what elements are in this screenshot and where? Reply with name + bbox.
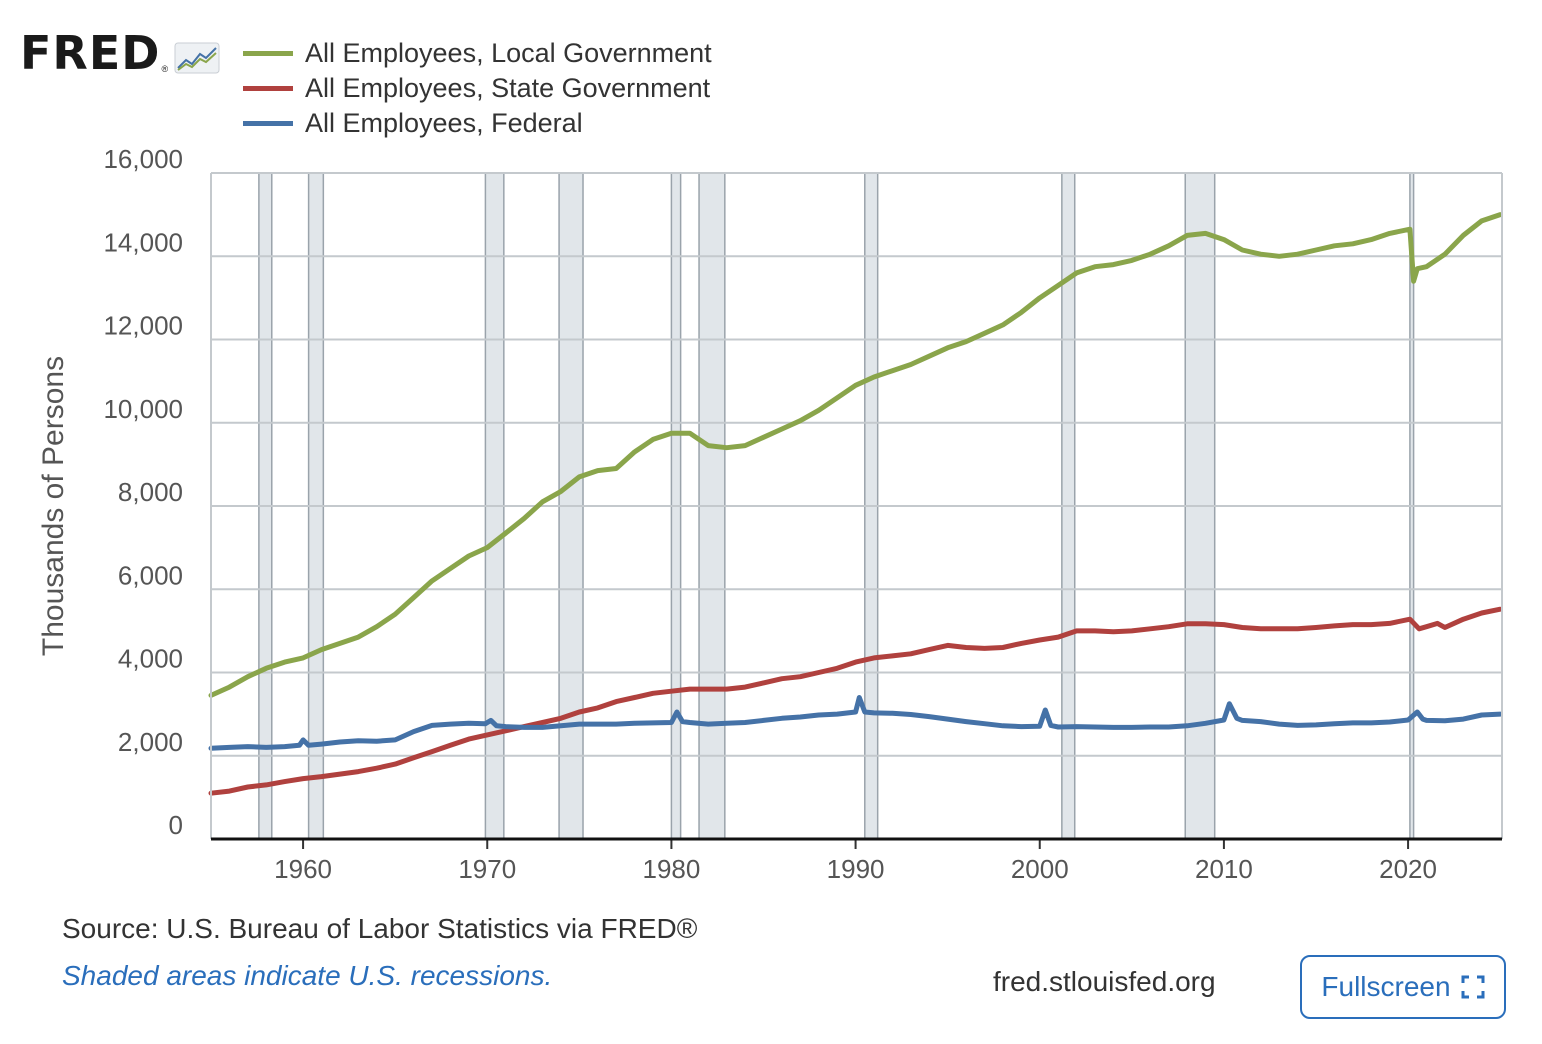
y-tick-label: 0: [169, 810, 183, 840]
y-tick-label: 12,000: [103, 311, 183, 341]
x-tick-label: 1960: [274, 854, 332, 884]
fred-logo-registered: ®: [161, 64, 169, 74]
legend-swatch-local: [243, 51, 293, 56]
gridlines: [211, 172, 1502, 757]
series-line-0: [208, 212, 1503, 698]
recession-note: Shaded areas indicate U.S. recessions.: [62, 960, 553, 991]
legend-swatch-state: [243, 86, 293, 91]
series-line-1: [208, 606, 1503, 796]
y-tick-label: 8,000: [118, 477, 183, 507]
series-lines: [208, 212, 1503, 796]
series-line-2: [208, 695, 1503, 751]
x-tick-label: 1970: [458, 854, 516, 884]
y-tick-label: 2,000: [118, 727, 183, 757]
legend-item-federal[interactable]: All Employees, Federal: [243, 106, 712, 141]
y-axis-label: Thousands of Persons: [37, 356, 70, 656]
y-tick-label: 4,000: [118, 644, 183, 674]
fullscreen-label: Fullscreen: [1321, 971, 1451, 1002]
legend-label-state: All Employees, State Government: [305, 73, 711, 103]
fred-url[interactable]: fred.stlouisfed.org: [993, 966, 1216, 997]
y-tick-label: 16,000: [103, 144, 183, 174]
fullscreen-icon: [1461, 975, 1485, 999]
legend-label-local: All Employees, Local Government: [305, 38, 712, 68]
axes: 0 2,000 4,000 6,000 8,000 10,000 12,000 14,000 1…: [103, 144, 1503, 884]
x-tick-label: 2000: [1011, 854, 1069, 884]
y-tick-label: 6,000: [118, 560, 183, 590]
fred-logo-text: FRED: [20, 26, 161, 80]
chart-legend: All Employees, Local Government All Empl…: [243, 36, 712, 141]
legend-item-local-government[interactable]: All Employees, Local Government: [243, 36, 712, 71]
fred-logo: FRED ®: [20, 30, 220, 76]
legend-swatch-federal: [243, 121, 293, 126]
line-chart: 0 2,000 4,000 6,000 8,000 10,000 12,000 14,000 1…: [37, 144, 1503, 884]
legend-item-state-government[interactable]: All Employees, State Government: [243, 71, 712, 106]
legend-label-federal: All Employees, Federal: [305, 108, 583, 138]
x-tick-label: 1980: [642, 854, 700, 884]
x-tick-label: 1990: [827, 854, 885, 884]
x-tick-label: 2010: [1195, 854, 1253, 884]
trend-chart-icon: [174, 42, 220, 74]
x-tick-label: 2020: [1379, 854, 1437, 884]
source-note: Source: U.S. Bureau of Labor Statistics …: [62, 913, 698, 944]
fullscreen-button[interactable]: Fullscreen: [1300, 955, 1506, 1019]
y-tick-label: 14,000: [103, 227, 183, 257]
y-tick-label: 10,000: [103, 394, 183, 424]
